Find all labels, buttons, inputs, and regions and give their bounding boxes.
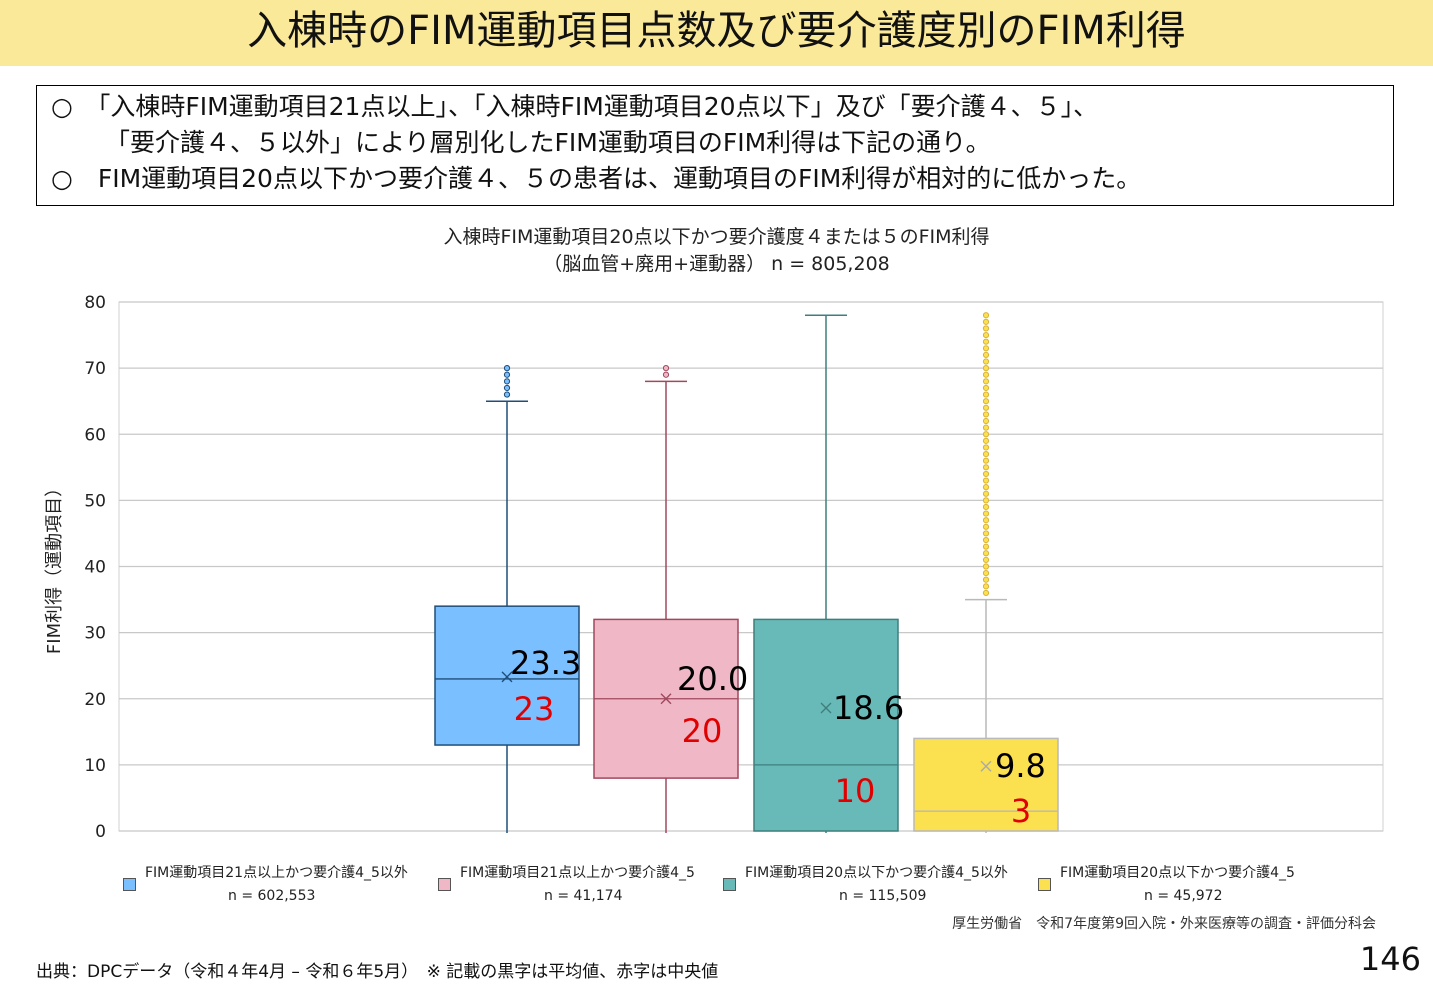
y-tick-label: 40: [84, 558, 106, 578]
outlier-point: [982, 556, 990, 563]
legend-swatch-2: [438, 878, 451, 891]
outlier-point: [982, 398, 990, 405]
legend-n-4: n = 45,972: [1144, 888, 1223, 904]
outlier-point: [982, 510, 990, 517]
outlier-point: [982, 378, 990, 385]
credit: 厚生労働省 令和7年度第9回入院・外来医療等の調査・評価分科会: [952, 916, 1376, 932]
summary-line-3: ○ FIM運動項目20点以下かつ要介護４、５の患者は、運動項目のFIM利得が相対…: [51, 164, 1142, 193]
summary-box: ○ 「入棟時FIM運動項目21点以上」、「入棟時FIM運動項目20点以下」及び「…: [36, 85, 1394, 206]
y-axis-label: FIM利得（運動項目）: [44, 479, 65, 654]
outlier-point: [503, 391, 511, 398]
outlier-point: [982, 331, 990, 339]
page-number: 146: [1359, 940, 1421, 978]
outlier-point: [982, 484, 990, 491]
outlier-point: [982, 477, 990, 484]
outlier-point: [982, 431, 990, 438]
legend-swatch-3: [723, 878, 736, 891]
outlier-point: [982, 570, 990, 577]
outlier-point: [982, 325, 990, 332]
outlier-point: [982, 490, 990, 497]
outlier-point: [982, 404, 990, 411]
source-note: 出典：DPCデータ（令和４年4月 – 令和６年5月） ※ 記載の黒字は平均値、赤…: [36, 962, 719, 982]
legend-swatch-4: [1038, 878, 1051, 891]
outlier-point: [982, 450, 990, 458]
outlier-point: [982, 351, 990, 358]
outlier-point: [982, 536, 990, 544]
chart-subtitle: （脳血管+廃用+運動器） n = 805,208: [543, 253, 890, 275]
mean-marker: [980, 760, 992, 772]
median-label: 3: [1011, 792, 1031, 830]
outlier-point: [982, 576, 990, 583]
outlier-point: [982, 470, 990, 478]
box: [913, 737, 1059, 832]
outlier-point: [982, 517, 990, 524]
y-tick-label: 70: [84, 359, 106, 379]
y-tick-label: 50: [84, 491, 106, 511]
outlier-point: [982, 464, 990, 471]
legend-n-1: n = 602,553: [228, 888, 316, 904]
outlier-point: [982, 371, 990, 378]
median-label: 10: [835, 772, 876, 810]
summary-line-1: ○ 「入棟時FIM運動項目21点以上」、「入棟時FIM運動項目20点以下」及び「…: [51, 92, 1099, 121]
title-bar: 入棟時のFIM運動項目点数及び要介護度別のFIM利得: [0, 0, 1433, 66]
outlier-point: [503, 384, 511, 392]
y-tick-label: 0: [95, 822, 106, 842]
outlier-point: [982, 530, 990, 537]
outlier-point: [982, 543, 990, 550]
outlier-point: [982, 437, 990, 444]
mean-label: 9.8: [995, 747, 1046, 785]
summary-line-2: 「要介護４、５以外」により層別化したFIM運動項目のFIM利得は下記の通り。: [105, 128, 991, 157]
legend-n-2: n = 41,174: [544, 888, 623, 904]
legend-swatch-1: [123, 878, 136, 891]
y-tick-label: 20: [84, 690, 106, 710]
mean-label: 23.3: [510, 644, 581, 682]
box: [753, 618, 899, 832]
outlier-point: [982, 384, 990, 392]
y-tick-label: 30: [84, 624, 106, 644]
outlier-point: [982, 411, 990, 418]
mean-label: 20.0: [677, 660, 748, 698]
outlier-point: [503, 365, 511, 372]
outlier-point: [982, 589, 990, 597]
outlier-point: [982, 497, 990, 504]
y-tick-label: 60: [84, 425, 106, 445]
chart-title: 入棟時FIM運動項目20点以下かつ要介護度４または５のFIM利得: [443, 226, 990, 248]
outlier-point: [982, 424, 990, 431]
median-label: 23: [514, 690, 555, 728]
outlier-point: [982, 391, 990, 398]
outlier-point: [982, 563, 990, 570]
outlier-point: [982, 503, 990, 511]
legend-label-4: FIM運動項目20点以下かつ要介護4_5: [1060, 865, 1295, 881]
y-tick-label: 10: [84, 756, 106, 776]
outlier-point: [982, 444, 990, 451]
outlier-point: [982, 365, 990, 372]
outlier-point: [662, 371, 670, 378]
outlier-point: [982, 417, 990, 425]
outlier-point: [982, 345, 990, 352]
mean-marker: [820, 702, 832, 714]
outlier-point: [982, 312, 990, 319]
outlier-point: [982, 457, 990, 464]
median-label: 20: [682, 712, 723, 750]
y-tick-label: 80: [84, 293, 106, 313]
outlier-point: [982, 550, 990, 557]
mean-label: 18.6: [833, 689, 904, 727]
legend-label-1: FIM運動項目21点以上かつ要介護4_5以外: [145, 865, 408, 881]
outlier-point: [503, 378, 511, 385]
box: [434, 605, 580, 746]
outlier-point: [982, 318, 990, 325]
outlier-point: [503, 371, 511, 378]
legend-label-2: FIM運動項目21点以上かつ要介護4_5: [460, 865, 695, 881]
legend-label-3: FIM運動項目20点以下かつ要介護4_5以外: [745, 865, 1008, 881]
outlier-point: [662, 365, 670, 372]
outlier-point: [982, 358, 990, 365]
outlier-point: [982, 583, 990, 590]
page-title: 入棟時のFIM運動項目点数及び要介護度別のFIM利得: [247, 8, 1186, 54]
mean-marker: [501, 671, 513, 683]
outlier-point: [982, 338, 990, 345]
mean-marker: [660, 693, 672, 705]
outlier-point: [982, 523, 990, 530]
legend-n-3: n = 115,509: [839, 888, 927, 904]
